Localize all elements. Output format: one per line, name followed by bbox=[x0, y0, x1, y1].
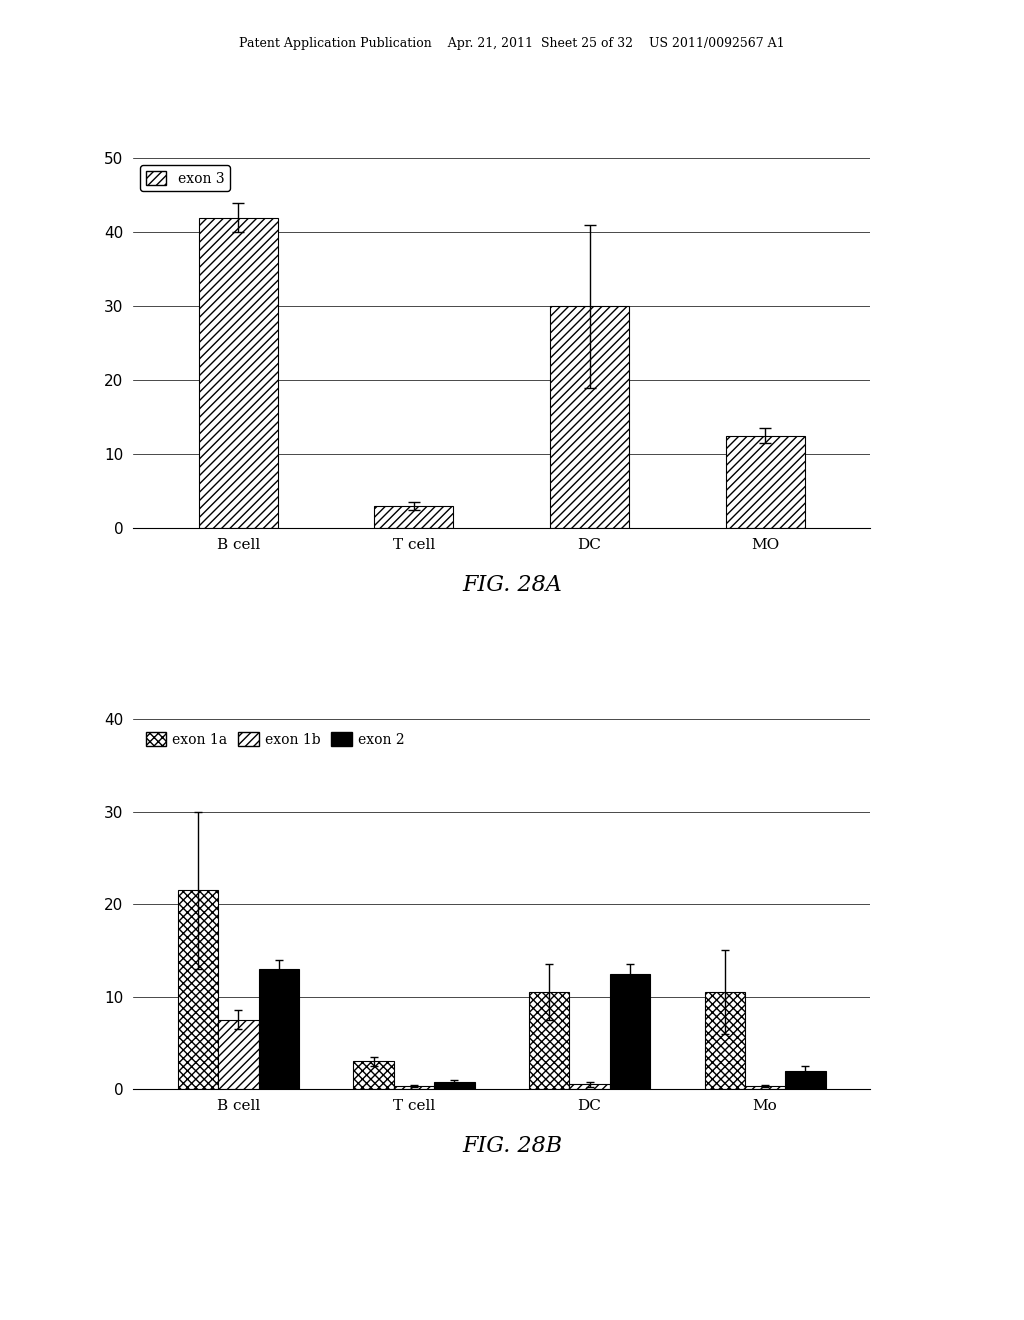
Legend: exon 1a, exon 1b, exon 2: exon 1a, exon 1b, exon 2 bbox=[140, 726, 410, 752]
Bar bbox=[259, 969, 299, 1089]
Bar bbox=[726, 436, 805, 528]
Bar bbox=[785, 1071, 825, 1089]
Bar bbox=[199, 218, 278, 528]
Legend: exon 3: exon 3 bbox=[140, 165, 229, 191]
Bar bbox=[375, 506, 454, 528]
Bar bbox=[353, 1061, 394, 1089]
Bar bbox=[744, 1086, 785, 1089]
Bar bbox=[394, 1086, 434, 1089]
Bar bbox=[529, 993, 569, 1089]
Bar bbox=[550, 306, 629, 528]
Bar bbox=[218, 1020, 259, 1089]
Bar bbox=[434, 1081, 474, 1089]
Bar bbox=[178, 891, 218, 1089]
Text: FIG. 28A: FIG. 28A bbox=[462, 574, 562, 597]
Text: FIG. 28B: FIG. 28B bbox=[462, 1135, 562, 1158]
Text: Patent Application Publication    Apr. 21, 2011  Sheet 25 of 32    US 2011/00925: Patent Application Publication Apr. 21, … bbox=[240, 37, 784, 50]
Bar bbox=[705, 993, 744, 1089]
Bar bbox=[569, 1085, 609, 1089]
Bar bbox=[609, 974, 650, 1089]
